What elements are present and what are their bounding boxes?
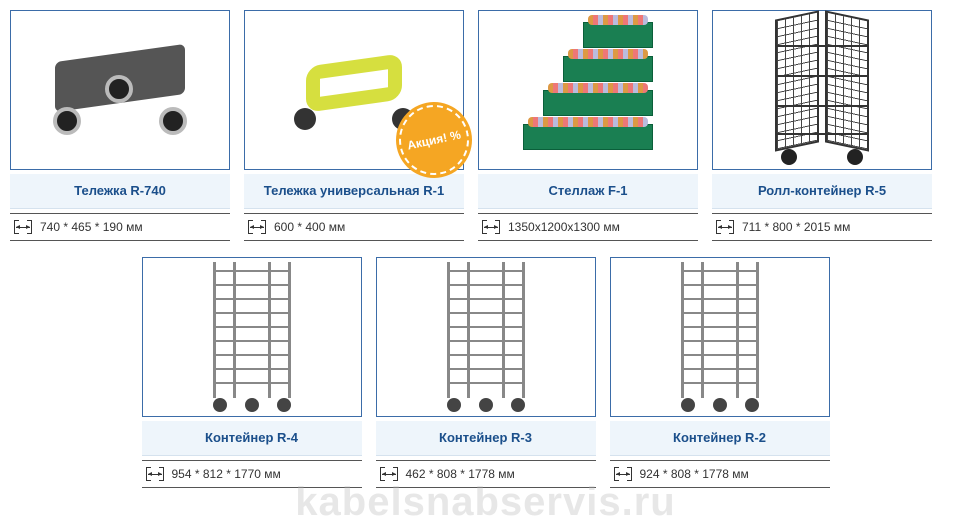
product-card: Контейнер R-2 924 * 808 * 1778 мм [610, 257, 830, 488]
product-dimensions-text: 740 * 465 * 190 мм [40, 220, 143, 234]
product-illustration [513, 20, 663, 160]
product-illustration [431, 262, 541, 412]
product-title-bar: Контейнер R-2 [610, 421, 830, 456]
product-title-link[interactable]: Тележка R-740 [74, 183, 166, 198]
product-image-box[interactable] [478, 10, 698, 170]
product-dimensions: 711 * 800 * 2015 мм [712, 213, 932, 241]
product-title-bar: Контейнер R-4 [142, 421, 362, 456]
product-image-box[interactable] [10, 10, 230, 170]
product-image-box[interactable] [376, 257, 596, 417]
product-title-bar: Стеллаж F-1 [478, 174, 698, 209]
product-card: Акция! % Тележка универсальная R-1 600 * 4… [244, 10, 464, 241]
product-dimensions: 600 * 400 мм [244, 213, 464, 241]
product-card: Контейнер R-4 954 * 812 * 1770 мм [142, 257, 362, 488]
dimensions-icon [482, 220, 500, 234]
product-illustration [665, 262, 775, 412]
product-grid-row-1: Тележка R-740740 * 465 * 190 ммАкция! %Т… [10, 10, 961, 241]
product-title-link[interactable]: Контейнер R-2 [673, 430, 766, 445]
product-card: Ролл-контейнер R-5 711 * 800 * 2015 мм [712, 10, 932, 241]
dimensions-icon [14, 220, 32, 234]
product-dimensions-text: 954 * 812 * 1770 мм [172, 467, 281, 481]
product-title-link[interactable]: Контейнер R-4 [205, 430, 298, 445]
dimensions-icon [380, 467, 398, 481]
product-title-bar: Ролл-контейнер R-5 [712, 174, 932, 209]
product-dimensions: 924 * 808 * 1778 мм [610, 460, 830, 488]
product-dimensions-text: 711 * 800 * 2015 мм [742, 220, 850, 234]
dimensions-icon [716, 220, 734, 234]
product-card: Стеллаж F-1 1350x1200x1300 мм [478, 10, 698, 241]
product-title-link[interactable]: Контейнер R-3 [439, 430, 532, 445]
product-title-link[interactable]: Стеллаж F-1 [548, 183, 627, 198]
dimensions-icon [248, 220, 266, 234]
product-illustration [45, 45, 195, 135]
product-grid-row-2: Контейнер R-4954 * 812 * 1770 ммКонтейне… [10, 257, 961, 488]
product-title-bar: Тележка R-740 [10, 174, 230, 209]
product-card: Контейнер R-3 462 * 808 * 1778 мм [376, 257, 596, 488]
product-dimensions-text: 924 * 808 * 1778 мм [640, 467, 749, 481]
dimensions-icon [614, 467, 632, 481]
product-image-box[interactable] [610, 257, 830, 417]
product-dimensions-text: 1350x1200x1300 мм [508, 220, 620, 234]
product-dimensions-text: 462 * 808 * 1778 мм [406, 467, 515, 481]
product-title-link[interactable]: Тележка универсальная R-1 [264, 183, 444, 198]
product-title-bar: Контейнер R-3 [376, 421, 596, 456]
product-dimensions: 954 * 812 * 1770 мм [142, 460, 362, 488]
product-illustration [197, 262, 307, 412]
product-card: Тележка R-740 740 * 465 * 190 мм [10, 10, 230, 241]
product-title-bar: Тележка универсальная R-1 [244, 174, 464, 209]
product-image-box[interactable] [712, 10, 932, 170]
product-dimensions-text: 600 * 400 мм [274, 220, 345, 234]
product-dimensions: 462 * 808 * 1778 мм [376, 460, 596, 488]
dimensions-icon [146, 467, 164, 481]
product-image-box[interactable] [142, 257, 362, 417]
product-dimensions: 1350x1200x1300 мм [478, 213, 698, 241]
product-dimensions: 740 * 465 * 190 мм [10, 213, 230, 241]
product-title-link[interactable]: Ролл-контейнер R-5 [758, 183, 886, 198]
product-image-box[interactable]: Акция! % [244, 10, 464, 170]
product-illustration [294, 50, 414, 130]
product-illustration [767, 15, 877, 165]
